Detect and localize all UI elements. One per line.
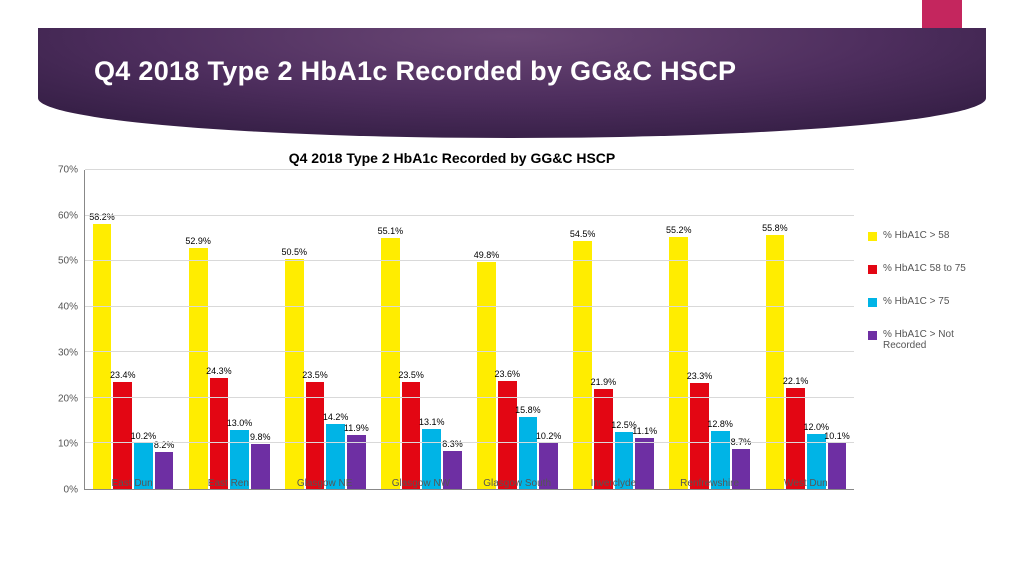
bar-value-label: 55.8%	[762, 223, 788, 233]
bar-group: 58.2%23.4%10.2%8.2%	[85, 170, 181, 489]
bar-value-label: 21.9%	[591, 377, 617, 387]
bar-group: 55.1%23.5%13.1%8.3%	[373, 170, 469, 489]
legend-label: % HbA1C > 58	[883, 230, 949, 241]
y-tick-label: 50%	[58, 256, 78, 267]
x-tick-label: East Ren	[180, 470, 276, 489]
legend-item: % HbA1C > Not Recorded	[868, 329, 982, 351]
bar-value-label: 55.2%	[666, 225, 692, 235]
bar-value-label: 23.5%	[398, 370, 424, 380]
bar-value-label: 8.3%	[442, 439, 463, 449]
legend-item: % HbA1C 58 to 75	[868, 263, 982, 274]
bar-value-label: 9.8%	[250, 432, 271, 442]
bar-value-label: 58.2%	[89, 212, 115, 222]
x-tick-label: Glasgow NW	[373, 470, 469, 489]
bar: 54.5%	[573, 241, 592, 489]
bar-value-label: 23.6%	[494, 369, 520, 379]
bar-value-label: 23.5%	[302, 370, 328, 380]
legend-label: % HbA1C > 75	[883, 296, 949, 307]
bar-group: 50.5%23.5%14.2%11.9%	[277, 170, 373, 489]
bars: 55.8%22.1%12.0%10.1%	[766, 170, 847, 489]
bars: 58.2%23.4% 10.2%8.2%	[93, 170, 174, 489]
chart-legend: % HbA1C > 58 % HbA1C 58 to 75 % HbA1C > 75…	[854, 170, 982, 530]
bar-value-label: 13.0%	[227, 418, 253, 428]
x-tick-label: East Dun	[84, 470, 180, 489]
bar-value-label: 55.1%	[378, 226, 404, 236]
bar-value-label: 22.1%	[783, 376, 809, 386]
bar: 52.9%	[189, 248, 208, 489]
bars: 52.9%24.3% 13.0% 9.8%	[189, 170, 270, 489]
bar-group: 49.8%23.6%15.8%10.2%	[470, 170, 566, 489]
y-tick-label: 0%	[64, 485, 78, 496]
x-tick-label: Glasgow NE	[277, 470, 373, 489]
bar-groups: 58.2%23.4%10.2%8.2%52.9%24.3%13.0%9.8%50…	[85, 170, 854, 489]
gridline	[85, 397, 854, 398]
bar-value-label: 12.8%	[707, 419, 733, 429]
legend-item: % HbA1C > 75	[868, 296, 982, 307]
bar: 55.2%	[669, 237, 688, 489]
bar: 58.2%	[93, 224, 112, 489]
gridline	[85, 260, 854, 261]
x-tick-label: Inverclyde	[565, 470, 661, 489]
bar-value-label: 14.2%	[323, 412, 349, 422]
bars: 50.5%23.5%14.2%11.9%	[285, 170, 366, 489]
legend-label: % HbA1C 58 to 75	[883, 263, 966, 274]
bar-group: 54.5%21.9%12.5%11.1%	[566, 170, 662, 489]
bar-value-label: 15.8%	[515, 405, 541, 415]
bar-value-label: 54.5%	[570, 229, 596, 239]
x-axis-labels: East DunEast RenGlasgow NEGlasgow NWGlas…	[84, 470, 854, 489]
page-title: Q4 2018 Type 2 HbA1c Recorded by GG&C HS…	[94, 56, 736, 87]
gridline	[85, 215, 854, 216]
y-tick-label: 60%	[58, 210, 78, 221]
gridline	[85, 169, 854, 170]
bar-value-label: 24.3%	[206, 366, 232, 376]
bar-value-label: 23.3%	[687, 371, 713, 381]
legend-swatch	[868, 232, 877, 241]
x-tick-label: West Dun	[758, 470, 854, 489]
bar: 49.8%	[477, 262, 496, 489]
y-tick-label: 10%	[58, 439, 78, 450]
bar-value-label: 10.2%	[131, 431, 157, 441]
bar-value-label: 23.4%	[110, 370, 136, 380]
bar: 55.8%	[766, 235, 785, 489]
chart-title: Q4 2018 Type 2 HbA1c Recorded by GG&C HS…	[42, 150, 982, 166]
bar-value-label: 8.2%	[154, 440, 175, 450]
bar-value-label: 13.1%	[419, 417, 445, 427]
bar-value-label: 52.9%	[185, 236, 211, 246]
gridline	[85, 442, 854, 443]
bar: 50.5%	[285, 259, 304, 489]
header-banner: Q4 2018 Type 2 HbA1c Recorded by GG&C HS…	[38, 28, 986, 138]
bar-value-label: 11.9%	[344, 423, 369, 433]
legend-item: % HbA1C > 58	[868, 230, 982, 241]
bar-group: 55.8%22.1%12.0%10.1%	[758, 170, 854, 489]
bars: 54.5%21.9%12.5%11.1%	[573, 170, 654, 489]
bar: 55.1%	[381, 238, 400, 489]
bars: 49.8%23.6%15.8%10.2%	[477, 170, 558, 489]
y-tick-label: 70%	[58, 165, 78, 176]
bar-value-label: 11.1%	[632, 426, 657, 436]
legend-swatch	[868, 331, 877, 340]
x-tick-label: Renfrewshire	[662, 470, 758, 489]
y-tick-label: 40%	[58, 302, 78, 313]
y-axis: 0%10%20%30%40%50%60%70%	[42, 170, 84, 490]
y-tick-label: 30%	[58, 347, 78, 358]
bar-value-label: 10.1%	[824, 431, 850, 441]
bar-value-label: 50.5%	[282, 247, 308, 257]
gridline	[85, 306, 854, 307]
y-tick-label: 20%	[58, 393, 78, 404]
legend-label: % HbA1C > Not Recorded	[883, 329, 982, 351]
chart-container: Q4 2018 Type 2 HbA1c Recorded by GG&C HS…	[42, 150, 982, 560]
bar-value-label: 10.2%	[536, 431, 562, 441]
x-tick-label: Glasgow South	[469, 470, 565, 489]
chart-plot-area: 58.2%23.4%10.2%8.2%52.9%24.3%13.0%9.8%50…	[84, 170, 854, 490]
legend-swatch	[868, 298, 877, 307]
legend-swatch	[868, 265, 877, 274]
bars: 55.2%23.3%12.8%8.7%	[669, 170, 750, 489]
bar-group: 52.9%24.3%13.0%9.8%	[181, 170, 277, 489]
gridline	[85, 351, 854, 352]
bar-value-label: 49.8%	[474, 250, 500, 260]
bars: 55.1%23.5%13.1%8.3%	[381, 170, 462, 489]
bar-group: 55.2%23.3%12.8%8.7%	[662, 170, 758, 489]
